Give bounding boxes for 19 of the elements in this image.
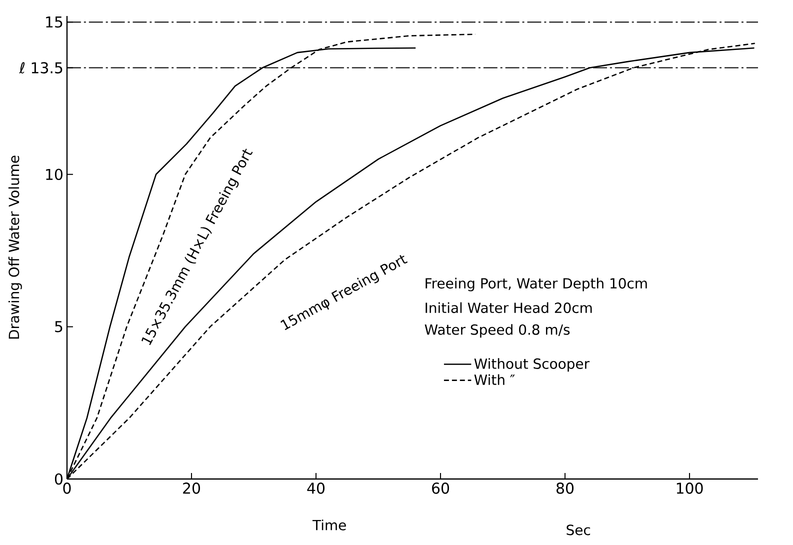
legend-label: With ″ xyxy=(474,374,515,385)
y-tick-label: 5 xyxy=(55,321,62,332)
y-tick-label: 10 xyxy=(46,168,62,180)
annotation: Water Speed 0.8 m/s xyxy=(424,324,570,338)
y-axis-title: Drawing Off Water Volume xyxy=(8,156,22,339)
x-tick-label: 100 xyxy=(676,482,703,494)
annotation: Freeing Port, Water Depth 10cm xyxy=(426,278,647,292)
x-tick-label: 40 xyxy=(307,482,325,494)
legend-label: Without Scooper xyxy=(474,358,590,372)
x-axis-title: Time xyxy=(312,520,346,530)
x-tick-label: 20 xyxy=(183,482,200,494)
y-tick-label: ℓ 13.5 xyxy=(19,62,62,74)
annotation: Initial Water Head 20cm xyxy=(426,302,592,314)
x-tick-label: 0 xyxy=(63,482,71,494)
y-tick-label: 0 xyxy=(54,473,62,485)
x-tick-label: 60 xyxy=(432,482,450,494)
y-tick-label: 15 xyxy=(46,16,62,28)
text: Sec xyxy=(566,524,590,536)
x-tick-label: 80 xyxy=(556,482,574,494)
